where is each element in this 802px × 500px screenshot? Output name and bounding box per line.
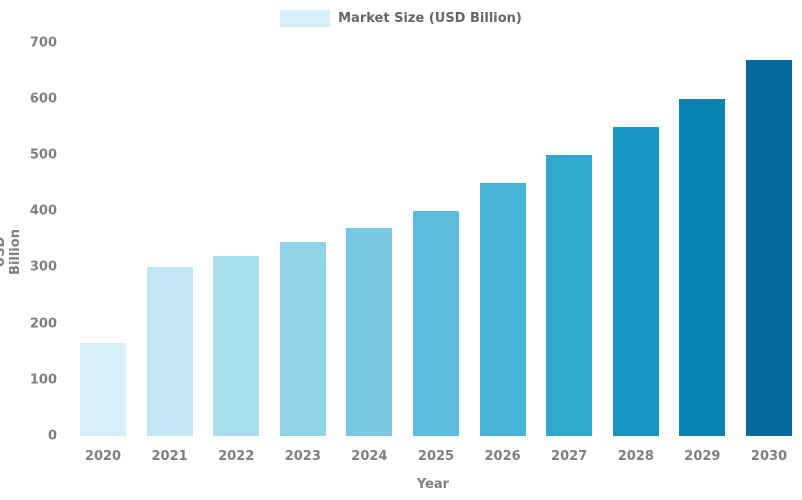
legend-label: Market Size (USD Billion) bbox=[338, 11, 522, 26]
x-tick-2030: 2030 bbox=[750, 449, 788, 464]
y-tick-100: 100 bbox=[29, 372, 57, 388]
chart-legend: Market Size (USD Billion) bbox=[0, 10, 802, 27]
y-tick-0: 0 bbox=[47, 428, 57, 444]
x-tick-2028: 2028 bbox=[617, 449, 654, 464]
bar-2027 bbox=[546, 155, 593, 436]
x-axis-label: Year bbox=[416, 477, 450, 492]
y-axis-label: USD Billion bbox=[0, 229, 23, 275]
bar-2028 bbox=[612, 126, 659, 436]
x-tick-2026: 2026 bbox=[484, 449, 521, 464]
x-tick-2027: 2027 bbox=[551, 449, 588, 464]
y-tick-500: 500 bbox=[29, 147, 57, 163]
y-tick-400: 400 bbox=[29, 203, 57, 219]
bar-2024 bbox=[346, 228, 393, 436]
x-tick-2020: 2020 bbox=[84, 449, 122, 464]
x-tick-2022: 2022 bbox=[218, 449, 255, 464]
x-tick-2023: 2023 bbox=[284, 449, 321, 464]
y-tick-200: 200 bbox=[29, 316, 57, 332]
x-tick-2021: 2021 bbox=[151, 449, 188, 464]
y-tick-600: 600 bbox=[29, 91, 57, 107]
legend-swatch-icon bbox=[280, 10, 331, 27]
bar-2020 bbox=[80, 343, 126, 436]
bar-2029 bbox=[679, 98, 726, 436]
bar-2030 bbox=[746, 59, 792, 436]
x-tick-2025: 2025 bbox=[417, 449, 455, 464]
x-tick-2029: 2029 bbox=[684, 449, 721, 464]
bar-2025 bbox=[413, 211, 459, 436]
bar-2023 bbox=[279, 242, 326, 436]
bar-2026 bbox=[479, 183, 526, 436]
bar-2022 bbox=[213, 256, 260, 436]
y-tick-300: 300 bbox=[29, 259, 57, 275]
x-tick-2024: 2024 bbox=[351, 449, 388, 464]
y-tick-700: 700 bbox=[29, 35, 57, 51]
bar-2021 bbox=[146, 267, 193, 436]
